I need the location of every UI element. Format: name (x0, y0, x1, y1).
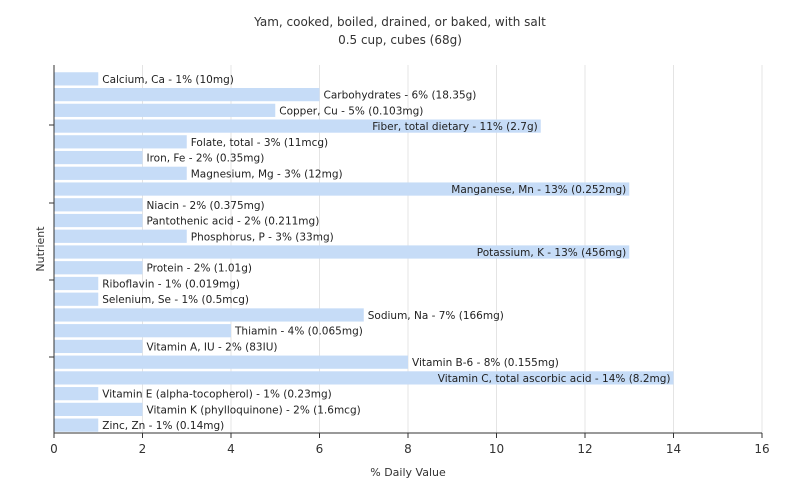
bar-label: Riboflavin - 1% (0.019mg) (102, 278, 240, 290)
bar-label: Fiber, total dietary - 11% (2.7g) (372, 121, 537, 133)
bar (54, 87, 320, 102)
bar (54, 276, 99, 291)
bar (54, 308, 364, 322)
bar-label: Magnesium, Mg - 3% (12mg) (191, 168, 343, 180)
bar (54, 418, 99, 432)
bar (54, 324, 231, 338)
bar-label: Pantothenic acid - 2% (0.211mg) (147, 216, 320, 228)
x-tick-label: 12 (577, 442, 592, 456)
bar (54, 119, 541, 133)
x-tick-label: 6 (316, 442, 324, 456)
bar (54, 387, 99, 401)
bar (54, 166, 187, 180)
bar-label: Zinc, Zn - 1% (0.14mg) (102, 420, 224, 432)
bar (54, 182, 630, 196)
bar (54, 198, 143, 212)
bar (54, 402, 143, 417)
bar (54, 229, 187, 243)
chart-title: Yam, cooked, boiled, drained, or baked, … (254, 15, 546, 29)
bar-label: Vitamin B-6 - 8% (0.155mg) (412, 357, 559, 369)
y-axis-title: Nutrient (34, 226, 47, 272)
bar-label: Vitamin E (alpha-tocopherol) - 1% (0.23m… (102, 389, 332, 401)
bar (54, 150, 143, 165)
chart-subtitle: 0.5 cup, cubes (68g) (338, 33, 462, 47)
bar-label: Thiamin - 4% (0.065mg) (234, 326, 363, 338)
bar (54, 135, 187, 149)
bar (54, 292, 99, 306)
x-tick-label: 8 (404, 442, 412, 456)
bar (54, 72, 99, 86)
bar-label: Selenium, Se - 1% (0.5mcg) (102, 294, 249, 306)
bar-label: Protein - 2% (1.01g) (147, 263, 253, 275)
x-axis-title: % Daily Value (370, 466, 446, 479)
x-tick-label: 4 (227, 442, 235, 456)
bar (54, 213, 143, 228)
bar (54, 355, 408, 369)
bar-label: Manganese, Mn - 13% (0.252mg) (451, 184, 626, 196)
x-tick-label: 2 (139, 442, 147, 456)
x-tick-label: 10 (489, 442, 504, 456)
bar (54, 245, 630, 259)
bar-label: Vitamin A, IU - 2% (83IU) (147, 341, 278, 353)
bar-label: Copper, Cu - 5% (0.103mg) (279, 105, 423, 117)
bar-label: Iron, Fe - 2% (0.35mg) (147, 153, 265, 165)
bar-label: Sodium, Na - 7% (166mg) (368, 310, 504, 322)
bar-label: Carbohydrates - 6% (18.35g) (324, 90, 477, 102)
bar-label: Phosphorus, P - 3% (33mg) (191, 231, 334, 243)
bar (54, 103, 276, 117)
bar (54, 261, 143, 275)
bar-label: Potassium, K - 13% (456mg) (477, 247, 627, 259)
bar-label: Folate, total - 3% (11mcg) (191, 137, 328, 149)
x-tick-label: 14 (666, 442, 681, 456)
bar-label: Vitamin C, total ascorbic acid - 14% (8.… (438, 373, 671, 385)
bar-label: Niacin - 2% (0.375mg) (147, 200, 265, 212)
bar-label: Calcium, Ca - 1% (10mg) (102, 74, 234, 86)
bar-label: Vitamin K (phylloquinone) - 2% (1.6mcg) (147, 404, 361, 416)
x-tick-label: 0 (50, 442, 58, 456)
bar (54, 339, 143, 354)
x-tick-label: 16 (754, 442, 769, 456)
bar (54, 371, 674, 385)
